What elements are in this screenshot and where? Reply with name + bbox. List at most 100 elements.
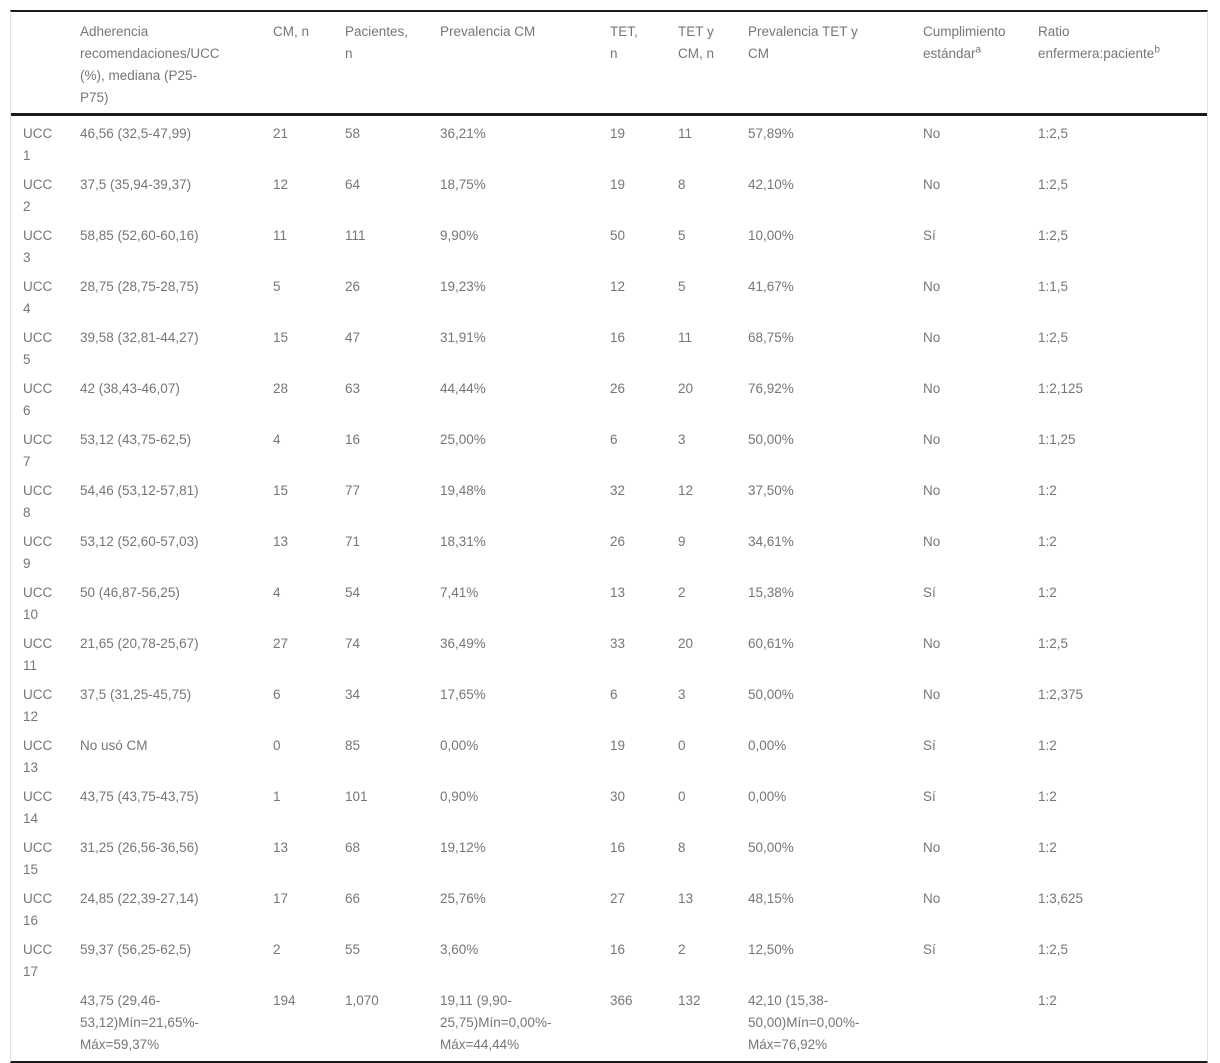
cell: 1:3,625 <box>1038 891 1084 906</box>
cell: 2 <box>678 942 686 957</box>
cell: 21,65 (20,78-25,67) <box>80 636 199 651</box>
cell: 1:2 <box>1038 840 1057 855</box>
cell: 6 <box>610 432 618 447</box>
column-header-ratio: Ratio enfermera:pacienteb <box>1037 12 1207 116</box>
cell: 74 <box>345 636 361 651</box>
header-label: Ratio enfermera:paciente <box>1038 24 1155 61</box>
cell: 194 <box>273 993 296 1008</box>
cell: 42,10 (15,38-50,00)Mín=0,00%-Máx=76,92% <box>748 993 860 1052</box>
cell: 50,00% <box>748 840 794 855</box>
cell: 19,12% <box>440 840 486 855</box>
table-row: UCC 13 No usó CM 0 85 0,00% 19 0 0,00% Sí 1:2 <box>11 728 1207 779</box>
cell: 68,75% <box>748 330 794 345</box>
table-row: UCC 14 43,75 (43,75-43,75) 1 101 0,90% 30 0 0,0… <box>11 779 1207 830</box>
cell: 13 <box>273 840 289 855</box>
header-label: TET, n <box>610 24 638 61</box>
cell: 20 <box>678 381 694 396</box>
column-header-prevalencia-tet-cm: Prevalencia TET y CM <box>747 12 922 116</box>
cell: 54 <box>345 585 361 600</box>
cell: Sí <box>923 585 936 600</box>
table-row: UCC 7 53,12 (43,75-62,5) 4 16 25,00% 6 3 50,00%… <box>11 422 1207 473</box>
cell: 1:2 <box>1038 789 1057 804</box>
cell: 12,50% <box>748 942 794 957</box>
cell: 12 <box>273 177 289 192</box>
cell: 4 <box>273 585 281 600</box>
cell: 1:2,5 <box>1038 636 1069 651</box>
cell: 43,75 (43,75-43,75) <box>80 789 199 804</box>
cell: 33 <box>610 636 626 651</box>
cell: 1:2,5 <box>1038 942 1069 957</box>
cell: 16 <box>345 432 361 447</box>
cell: 36,49% <box>440 636 486 651</box>
cell: 19,11 (9,90-25,75)Mín=0,00%-Máx=44,44% <box>440 993 552 1052</box>
cell: 60,61% <box>748 636 794 651</box>
cell: No <box>923 840 941 855</box>
cell: 17,65% <box>440 687 486 702</box>
cell: No <box>923 636 941 651</box>
cell: 1 <box>273 789 281 804</box>
column-header-adherencia: Adherencia recomendaciones/UCC (%), medi… <box>79 12 272 116</box>
cell: 58 <box>345 126 361 141</box>
cell: 44,44% <box>440 381 486 396</box>
cell: 27 <box>610 891 626 906</box>
cell: 19 <box>610 738 626 753</box>
column-header-ucc <box>11 12 79 116</box>
cell: No <box>923 483 941 498</box>
cell: 37,5 (35,94-39,37) <box>80 177 192 192</box>
cell: 0,00% <box>748 738 787 753</box>
cell: 50 (46,87-56,25) <box>80 585 180 600</box>
row-label: UCC 13 <box>23 738 53 775</box>
cell: 77 <box>345 483 361 498</box>
column-header-cm-n: CM, n <box>272 12 344 116</box>
cell: 0,00% <box>440 738 479 753</box>
cell: 25,76% <box>440 891 486 906</box>
cell: 53,12 (43,75-62,5) <box>80 432 192 447</box>
cell: 24,85 (22,39-27,14) <box>80 891 199 906</box>
table-row: UCC 9 53,12 (52,60-57,03) 13 71 18,31% 26 9 34,… <box>11 524 1207 575</box>
cell: 32 <box>610 483 626 498</box>
cell: 12 <box>678 483 694 498</box>
column-header-cumplimiento: Cumplimiento estándara <box>922 12 1037 116</box>
cell: 15 <box>273 330 289 345</box>
cell: 8 <box>678 177 686 192</box>
cell: 2 <box>273 942 281 957</box>
cell: 11 <box>678 126 693 141</box>
table-row: UCC 17 59,37 (56,25-62,5) 2 55 3,60% 16 2 12,50… <box>11 932 1207 983</box>
cell: 1:2,5 <box>1038 330 1069 345</box>
cell: 37,50% <box>748 483 794 498</box>
row-label: UCC 5 <box>23 330 53 367</box>
cell: 42 (38,43-46,07) <box>80 381 180 396</box>
table-row: UCC 11 21,65 (20,78-25,67) 27 74 36,49% 33 20 6… <box>11 626 1207 677</box>
cell: 1:2 <box>1038 993 1057 1008</box>
cell: 16 <box>610 942 626 957</box>
cell: 50,00% <box>748 687 794 702</box>
cell: 19,48% <box>440 483 486 498</box>
cell: 64 <box>345 177 361 192</box>
cell: 50 <box>610 228 626 243</box>
table-row: UCC 3 58,85 (52,60-60,16) 11 111 9,90% 50 5 10,… <box>11 218 1207 269</box>
table-row: UCC 15 31,25 (26,56-36,56) 13 68 19,12% 16 8 50… <box>11 830 1207 881</box>
cell: 17 <box>273 891 289 906</box>
table-row: UCC 8 54,46 (53,12-57,81) 15 77 19,48% 32 12 37… <box>11 473 1207 524</box>
cell: 85 <box>345 738 361 753</box>
row-label: UCC 10 <box>23 585 53 622</box>
cell: 50,00% <box>748 432 794 447</box>
table-row: UCC 10 50 (46,87-56,25) 4 54 7,41% 13 2 15,38% S… <box>11 575 1207 626</box>
cell: 28,75 (28,75-28,75) <box>80 279 199 294</box>
cell: Sí <box>923 789 936 804</box>
cell: 7,41% <box>440 585 479 600</box>
cell <box>922 983 1037 1061</box>
cell: Sí <box>923 228 936 243</box>
cell: 3 <box>678 432 686 447</box>
cell: 26 <box>610 381 626 396</box>
cell: 59,37 (56,25-62,5) <box>80 942 192 957</box>
cell: 15 <box>273 483 289 498</box>
row-label: UCC 7 <box>23 432 53 469</box>
cell: 10,00% <box>748 228 794 243</box>
cell: 15,38% <box>748 585 794 600</box>
cell: 42,10% <box>748 177 794 192</box>
cell: 18,75% <box>440 177 486 192</box>
cell: 19,23% <box>440 279 486 294</box>
row-label: UCC 6 <box>23 381 53 418</box>
row-label: UCC 3 <box>23 228 53 265</box>
